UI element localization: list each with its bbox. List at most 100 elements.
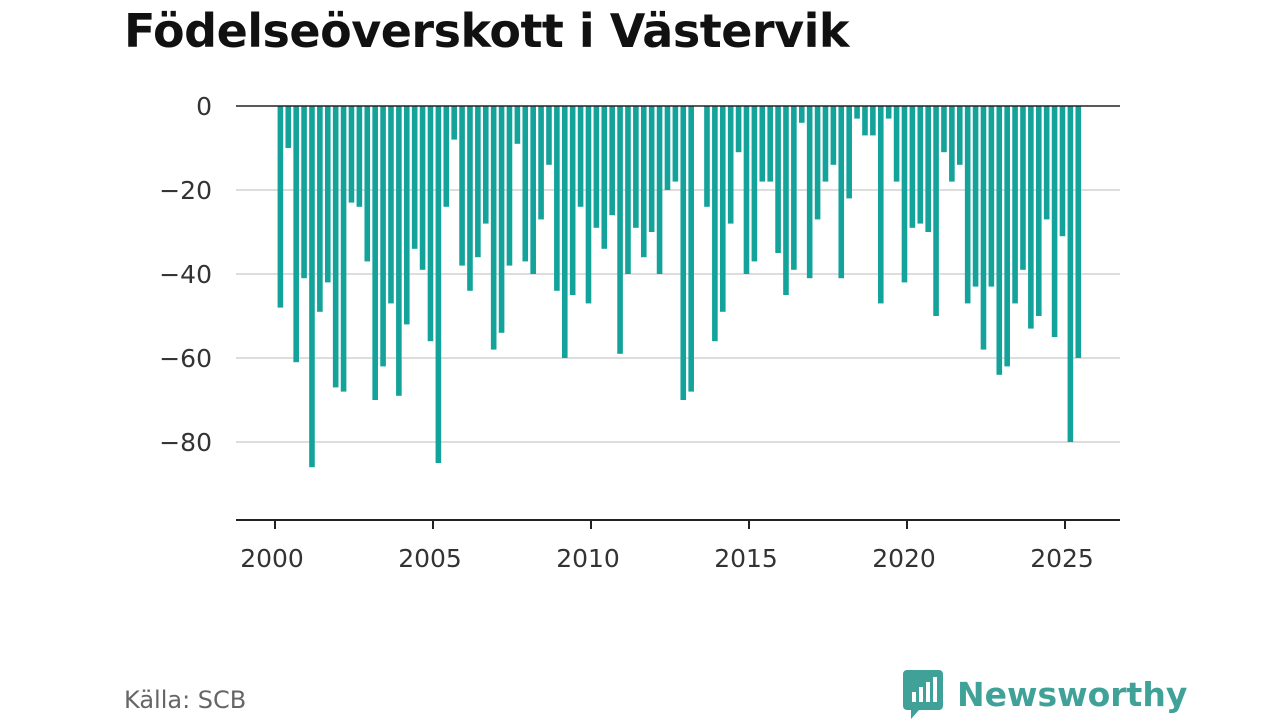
brand-name: Newsworthy (957, 674, 1188, 714)
bar (1028, 106, 1034, 329)
bar (538, 106, 544, 220)
bar (609, 106, 615, 216)
bar (340, 106, 347, 392)
bar (893, 106, 900, 182)
y-tick-label: −80 (159, 428, 212, 457)
bar (380, 106, 386, 367)
bar (917, 106, 924, 224)
bar (467, 106, 473, 291)
bar (554, 106, 560, 291)
x-tick-label: 2025 (1030, 544, 1094, 573)
bar (443, 106, 450, 207)
bar (546, 106, 552, 165)
bar (862, 106, 868, 136)
bar (561, 106, 568, 358)
bar (372, 106, 378, 400)
bar (1075, 106, 1082, 358)
bar (798, 106, 805, 123)
bar (972, 106, 979, 287)
bar (396, 106, 402, 396)
bar (577, 106, 584, 207)
bar (633, 106, 639, 228)
bar (775, 106, 781, 253)
bar (317, 106, 323, 312)
bar (419, 106, 426, 270)
bars (277, 106, 1082, 468)
bar (585, 106, 592, 304)
x-tick-labels: 2000 2005 2010 2015 2020 2025 (240, 544, 1094, 573)
bar (688, 106, 694, 392)
bar (814, 106, 821, 220)
bar (854, 106, 860, 119)
bar (475, 106, 481, 258)
bar (640, 106, 647, 258)
bar (664, 106, 671, 190)
bar (870, 106, 876, 136)
bar (822, 106, 829, 182)
bar (980, 106, 987, 350)
y-tick-label: −60 (159, 344, 212, 373)
bar (625, 106, 631, 274)
brand-logo: Newsworthy (903, 668, 1187, 720)
bar (759, 106, 766, 182)
x-tick-label: 2020 (872, 544, 936, 573)
bar (949, 106, 955, 182)
bar (996, 106, 1003, 375)
bar (988, 106, 995, 287)
x-tick-label: 2010 (556, 544, 620, 573)
bar (617, 106, 623, 354)
bar (514, 106, 521, 144)
bar (459, 106, 465, 266)
bar (506, 106, 513, 266)
bar (964, 106, 971, 304)
bar (498, 106, 505, 333)
y-tick-label: −20 (159, 176, 212, 205)
y-tick-label: −40 (159, 260, 212, 289)
bar (309, 106, 315, 468)
bar (885, 106, 892, 119)
bar (846, 106, 852, 199)
bar (285, 106, 292, 148)
bar (941, 106, 947, 153)
bar (601, 106, 608, 249)
bar (791, 106, 797, 270)
bar (348, 106, 355, 203)
bar (522, 106, 529, 262)
bar (925, 106, 931, 232)
bar (293, 106, 299, 363)
bar (530, 106, 536, 274)
bar (901, 106, 908, 283)
bar (767, 106, 773, 182)
bar (909, 106, 916, 228)
bar-chart: 0 −20 −40 −60 −80 2000 2005 2010 2015 2020 2025 (159, 92, 1120, 573)
bar (356, 106, 363, 207)
bar (482, 106, 489, 224)
bar (838, 106, 845, 279)
bar (1043, 106, 1050, 220)
bar (427, 106, 434, 342)
bar (403, 106, 410, 325)
bar (727, 106, 734, 224)
bar (1059, 106, 1066, 237)
bar (411, 106, 418, 249)
bar (1020, 106, 1026, 270)
chart-title: Födelseöverskott i Västervik (124, 4, 849, 58)
bar (1051, 106, 1058, 337)
bar (1012, 106, 1018, 304)
bar (648, 106, 655, 232)
bar (719, 106, 726, 312)
x-tick-label: 2005 (398, 544, 462, 573)
bar (830, 106, 837, 165)
bar (1004, 106, 1010, 367)
bar (680, 106, 687, 400)
x-tick-label: 2000 (240, 544, 304, 573)
bar (672, 106, 679, 182)
bar (332, 106, 339, 388)
bar (933, 106, 939, 316)
bar (735, 106, 742, 153)
bar (388, 106, 394, 304)
bar (277, 106, 284, 308)
bar (301, 106, 307, 279)
source-label: Källa: SCB (124, 686, 247, 714)
bar (704, 106, 710, 207)
